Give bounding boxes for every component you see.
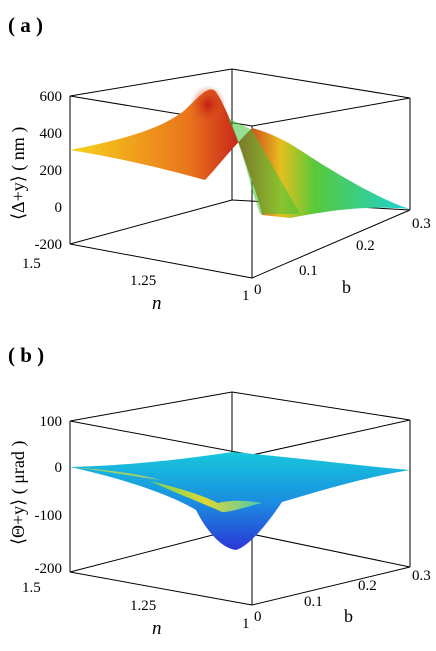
n-axis-title: n <box>152 293 162 314</box>
z-tick-label: 0 <box>55 460 63 476</box>
b-tick-label: 0.2 <box>358 578 377 594</box>
z-tick-label: -100 <box>35 508 63 524</box>
panel-b-label: ( b ) <box>8 343 44 367</box>
box-b-edge <box>231 391 411 421</box>
b-tick-label: 0.2 <box>356 238 375 254</box>
box-a-edge <box>69 243 253 279</box>
n-tick-label: 1.25 <box>130 598 156 614</box>
b-tick-label: 0.1 <box>299 263 318 279</box>
box-b-edge <box>251 566 411 606</box>
panel-b-n-ticks: 1.5 1.25 1 <box>22 580 250 632</box>
b-tick-label: 0.3 <box>412 568 431 584</box>
b-tick-label: 0.1 <box>304 594 323 610</box>
panel-a-surface <box>70 85 410 218</box>
b-tick-label: 0 <box>254 282 262 298</box>
panel-b-z-ticks: 100 0 -100 -200 <box>35 414 63 577</box>
z-tick-label: 100 <box>40 414 63 430</box>
panel-a-n-ticks: 1.5 1.25 1 <box>22 256 250 304</box>
n-axis-title: n <box>152 618 162 639</box>
box-a-edge <box>231 68 411 99</box>
box-b-edge <box>251 419 411 456</box>
box-a-edge <box>251 209 411 279</box>
b-tick-label: 0 <box>254 609 262 625</box>
z-tick-label: -200 <box>35 237 63 253</box>
n-tick-label: 1 <box>242 616 250 632</box>
panel-b-b-ticks: 0 0.1 0.2 0.3 <box>254 568 431 625</box>
box-b-edge <box>69 391 233 422</box>
b-axis-title: b <box>342 277 351 297</box>
n-tick-label: 1.5 <box>22 580 41 596</box>
panel-a-label: ( a ) <box>8 13 43 37</box>
box-a-edge <box>69 199 233 245</box>
z-tick-label: -200 <box>35 561 63 577</box>
box-b-edge <box>69 571 253 606</box>
z-axis-title: ⟨Θ+y⟩ ( μrad ) <box>8 441 29 545</box>
box-b-edge <box>69 529 233 573</box>
panel-b-surface <box>70 452 410 550</box>
n-tick-label: 1 <box>242 288 250 304</box>
z-axis-title: ⟨Δ+y⟩ ( nm ) <box>8 127 29 220</box>
z-tick-label: 0 <box>55 200 63 216</box>
box-b-edge <box>69 420 253 456</box>
z-tick-label: 400 <box>40 126 63 142</box>
box-a-edge <box>69 68 233 97</box>
n-tick-label: 1.25 <box>130 273 156 289</box>
panel-a-b-ticks: 0 0.1 0.2 0.3 <box>254 216 431 298</box>
b-axis-title: b <box>344 606 353 626</box>
z-tick-label: 200 <box>40 163 63 179</box>
box-b-edge <box>231 529 411 568</box>
b-tick-label: 0.3 <box>412 216 431 232</box>
z-tick-label: 600 <box>40 89 63 105</box>
panel-a-z-ticks: 600 400 200 0 -200 <box>35 89 63 253</box>
box-a-edge <box>251 97 411 127</box>
n-tick-label: 1.5 <box>22 256 41 272</box>
